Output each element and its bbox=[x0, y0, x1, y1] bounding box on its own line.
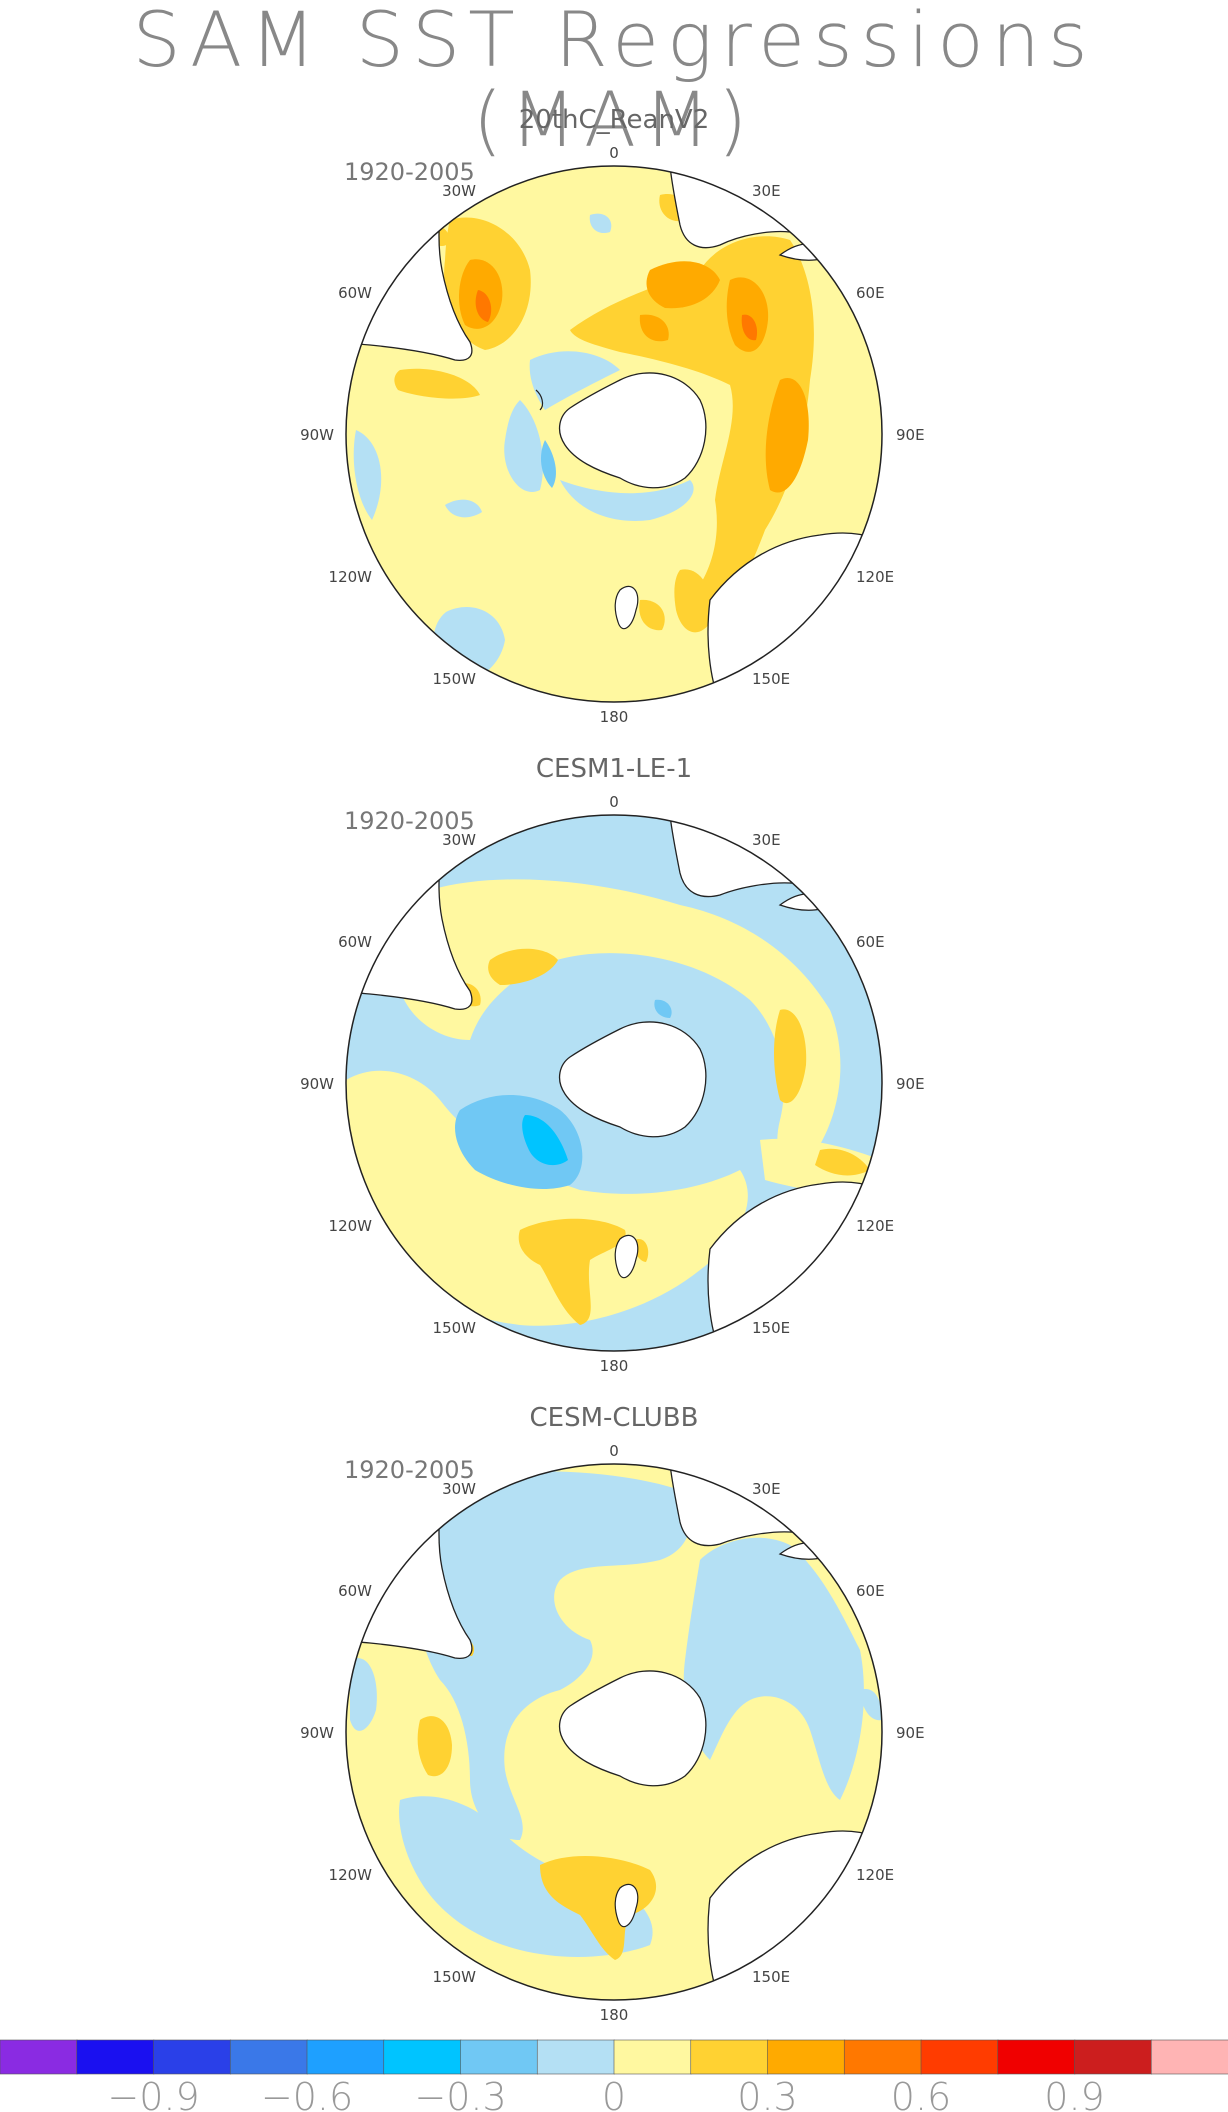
lon-label-150e: 150E bbox=[752, 1968, 790, 1986]
colorbar-tick-label: −0.9 bbox=[107, 2075, 199, 2112]
colorbar-swatch bbox=[76, 2039, 155, 2075]
colorbar-swatch bbox=[306, 2039, 385, 2075]
colorbar-labels: −0.9 −0.6 −0.3 0 0.3 0.6 0.9 bbox=[107, 2075, 1104, 2112]
lon-label-30e: 30E bbox=[752, 182, 781, 200]
colorbar-swatch bbox=[1150, 2039, 1228, 2075]
lon-label-60e: 60E bbox=[856, 933, 885, 951]
colorbar-tick-label: −0.6 bbox=[261, 2075, 353, 2112]
lon-label-150e: 150E bbox=[752, 670, 790, 688]
lon-label-150w: 150W bbox=[433, 1319, 477, 1337]
colorbar-swatch bbox=[460, 2039, 539, 2075]
lon-label-120e: 120E bbox=[856, 1217, 894, 1235]
colorbar-tick-label: 0 bbox=[602, 2075, 626, 2112]
colorbar-tick-label: 0.3 bbox=[737, 2075, 797, 2112]
lon-label-150w: 150W bbox=[433, 670, 477, 688]
main-title: SAM SST Regressions (MAM) bbox=[132, 0, 1096, 164]
lon-label-30e: 30E bbox=[752, 831, 781, 849]
colorbar-swatch bbox=[767, 2039, 846, 2075]
lon-label-180: 180 bbox=[600, 708, 629, 726]
colorbar-swatch bbox=[229, 2039, 308, 2075]
colorbar-swatch bbox=[153, 2039, 232, 2075]
sst-field-3 bbox=[346, 1464, 882, 2000]
sst-field-1 bbox=[346, 166, 882, 702]
lon-label-0: 0 bbox=[609, 144, 619, 162]
colorbar-swatch bbox=[383, 2039, 462, 2075]
period-label-1: 1920-2005 bbox=[344, 158, 475, 186]
lon-label-60w: 60W bbox=[338, 1582, 372, 1600]
colorbar-swatch bbox=[1074, 2039, 1153, 2075]
colorbar-swatch bbox=[536, 2039, 615, 2075]
lon-label-0: 0 bbox=[609, 1442, 619, 1460]
lon-label-120e: 120E bbox=[856, 568, 894, 586]
lon-label-60w: 60W bbox=[338, 933, 372, 951]
colorbar-swatch bbox=[997, 2039, 1076, 2075]
lon-label-30w: 30W bbox=[442, 182, 476, 200]
period-label-2: 1920-2005 bbox=[344, 807, 475, 835]
lon-label-150w: 150W bbox=[433, 1968, 477, 1986]
colorbar-swatch bbox=[613, 2039, 692, 2075]
panel-title-3: CESM-CLUBB bbox=[530, 1403, 699, 1433]
lon-label-90w: 90W bbox=[300, 1724, 334, 1742]
lon-label-120w: 120W bbox=[329, 568, 373, 586]
lon-label-60e: 60E bbox=[856, 284, 885, 302]
lon-label-150e: 150E bbox=[752, 1319, 790, 1337]
lon-label-30w: 30W bbox=[442, 831, 476, 849]
period-label-3: 1920-2005 bbox=[344, 1456, 475, 1484]
lon-label-90e: 90E bbox=[896, 426, 925, 444]
lon-label-0: 0 bbox=[609, 793, 619, 811]
lon-label-120w: 120W bbox=[329, 1866, 373, 1884]
colorbar-tick-label: 0.9 bbox=[1044, 2075, 1104, 2112]
map-panel-1: 20thC_ReanV2 1920-2005 bbox=[300, 105, 925, 726]
lon-label-180: 180 bbox=[600, 1357, 629, 1375]
lon-label-30e: 30E bbox=[752, 1480, 781, 1498]
colorbar bbox=[0, 2039, 1228, 2075]
colorbar-tick-label: −0.3 bbox=[414, 2075, 506, 2112]
lon-label-90e: 90E bbox=[896, 1724, 925, 1742]
lon-labels-3: 0 30E 60E 90E 120E 150E 180 150W 120W 90… bbox=[300, 1442, 925, 2024]
colorbar-swatch bbox=[843, 2039, 922, 2075]
colorbar-tick-label: 0.6 bbox=[891, 2075, 951, 2112]
lon-label-90w: 90W bbox=[300, 426, 334, 444]
sst-field-2 bbox=[346, 815, 882, 1351]
lon-labels-2: 0 30E 60E 90E 120E 150E 180 150W 120W 90… bbox=[300, 793, 925, 1375]
lon-label-180: 180 bbox=[600, 2006, 629, 2024]
colorbar-swatch bbox=[690, 2039, 769, 2075]
lon-label-30w: 30W bbox=[442, 1480, 476, 1498]
map-panel-3: CESM-CLUBB 1920-2005 0 30E 60E 90 bbox=[300, 1403, 925, 2024]
lon-label-120e: 120E bbox=[856, 1866, 894, 1884]
lon-labels-1: 0 30E 60E 90E 120E 150E 180 150W 120W 90… bbox=[300, 144, 925, 726]
lon-label-90w: 90W bbox=[300, 1075, 334, 1093]
lon-label-90e: 90E bbox=[896, 1075, 925, 1093]
panel-title-2: CESM1-LE-1 bbox=[536, 754, 692, 784]
panel-title-1: 20thC_ReanV2 bbox=[519, 105, 710, 135]
colorbar-swatch bbox=[0, 2039, 78, 2075]
lon-label-120w: 120W bbox=[329, 1217, 373, 1235]
lon-label-60w: 60W bbox=[338, 284, 372, 302]
lon-label-60e: 60E bbox=[856, 1582, 885, 1600]
colorbar-swatch bbox=[920, 2039, 999, 2075]
map-panel-2: CESM1-LE-1 1920-2005 0 bbox=[300, 754, 925, 1375]
